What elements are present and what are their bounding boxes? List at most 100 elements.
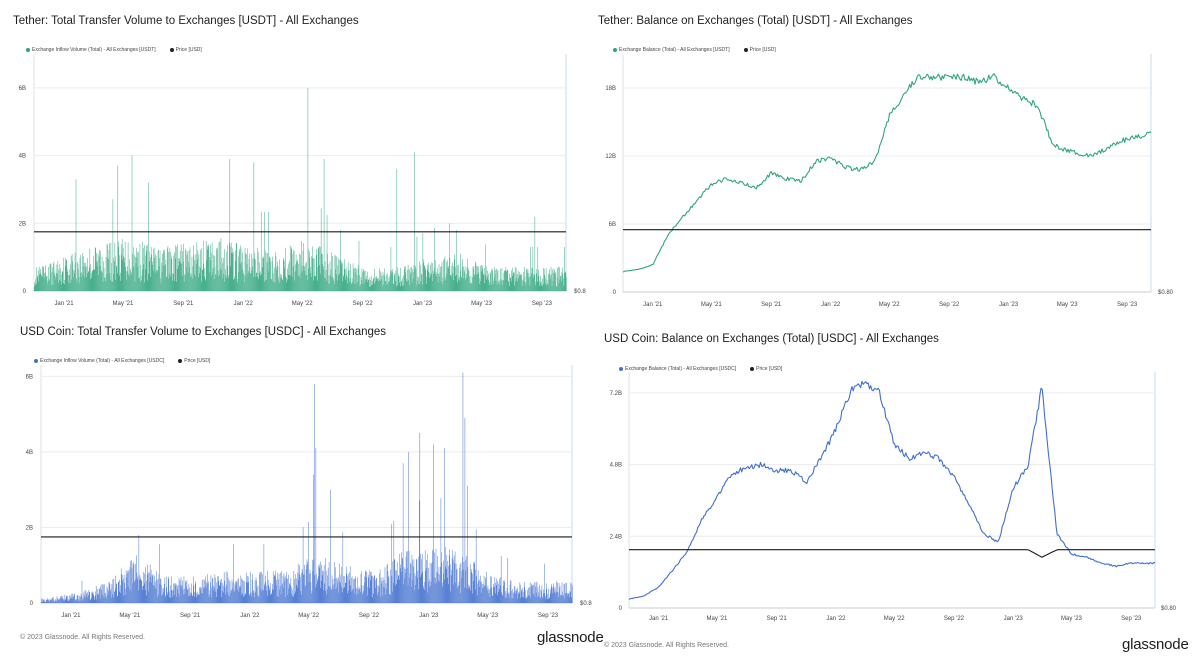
bar [195, 254, 197, 291]
bar [376, 276, 377, 291]
bar [523, 281, 525, 291]
bar [174, 583, 175, 603]
bar [90, 263, 92, 291]
bar [472, 266, 474, 291]
bar [238, 256, 239, 291]
bar [44, 272, 46, 291]
bar [318, 565, 319, 603]
bar [247, 273, 249, 291]
y-tick-label: 2B [19, 221, 26, 227]
bar [106, 586, 108, 603]
bar [265, 581, 267, 603]
bar [527, 272, 528, 291]
legend-item[interactable]: Exchange Balance (Total) - All Exchanges… [613, 47, 730, 53]
bar [557, 592, 559, 603]
legend-item[interactable]: Price [USD] [178, 358, 210, 364]
bar [388, 281, 389, 291]
bar [225, 275, 227, 291]
bar [205, 576, 206, 603]
bar [516, 274, 518, 291]
bar [177, 244, 178, 291]
bar [140, 281, 141, 291]
bar [564, 246, 565, 291]
legend-item[interactable]: Price [USD] [743, 47, 776, 53]
bar [73, 276, 74, 291]
bar [559, 279, 561, 291]
bar [59, 279, 60, 291]
bar [366, 279, 368, 291]
bar [503, 280, 504, 291]
bar [445, 566, 447, 603]
bar [559, 588, 560, 603]
bar [309, 573, 310, 603]
bar [287, 578, 288, 603]
bar [203, 588, 204, 603]
bar [362, 272, 363, 291]
bar [92, 592, 94, 603]
bar [345, 573, 347, 603]
legend-item[interactable]: Exchange Inflow Volume (Total) - All Exc… [26, 47, 156, 53]
bar [566, 592, 568, 603]
bar [118, 246, 119, 291]
bar [301, 594, 302, 603]
bar [212, 267, 214, 291]
bar [432, 263, 433, 291]
bar [526, 269, 527, 291]
bar [374, 281, 376, 291]
bar [413, 566, 414, 603]
bar [54, 272, 56, 291]
bar [207, 249, 208, 291]
bar [313, 559, 315, 603]
bar [42, 601, 44, 603]
bar [435, 578, 436, 603]
bar [73, 596, 74, 603]
legend-item[interactable]: Exchange Balance (Total) - All Exchanges… [619, 366, 736, 372]
bar [52, 597, 53, 603]
bar [184, 275, 186, 291]
bar [297, 259, 298, 291]
bar [239, 587, 241, 603]
bar [319, 273, 321, 291]
bar [165, 259, 167, 291]
bar [251, 596, 252, 603]
bar [243, 596, 245, 603]
bar [373, 277, 374, 291]
bar [157, 578, 159, 603]
bar [167, 576, 169, 603]
bar [275, 585, 277, 603]
bar [160, 278, 161, 291]
bar [241, 268, 243, 291]
legend-item[interactable]: Exchange Inflow Volume (Total) - All Exc… [34, 358, 164, 364]
bar [417, 276, 419, 291]
bar [178, 578, 180, 603]
bar [441, 266, 442, 291]
bar [550, 266, 552, 291]
bar [129, 259, 130, 291]
legend-item[interactable]: Price [USD] [169, 47, 202, 53]
bar [43, 601, 45, 603]
bar [153, 585, 154, 603]
bar [212, 272, 213, 291]
bar [537, 587, 539, 603]
bar [180, 262, 181, 291]
bar [40, 269, 41, 291]
bar [230, 242, 232, 291]
bar [217, 247, 218, 291]
bar [368, 279, 369, 291]
bar [561, 594, 562, 603]
bar [263, 258, 264, 291]
legend-item[interactable]: Price [USD] [750, 366, 782, 372]
bar [41, 598, 43, 603]
bar [377, 277, 379, 291]
bar [53, 601, 55, 603]
bar [358, 586, 360, 603]
bar [298, 579, 299, 603]
bar [331, 589, 332, 603]
bar [225, 571, 227, 603]
bar [80, 596, 81, 603]
bar [76, 598, 77, 603]
